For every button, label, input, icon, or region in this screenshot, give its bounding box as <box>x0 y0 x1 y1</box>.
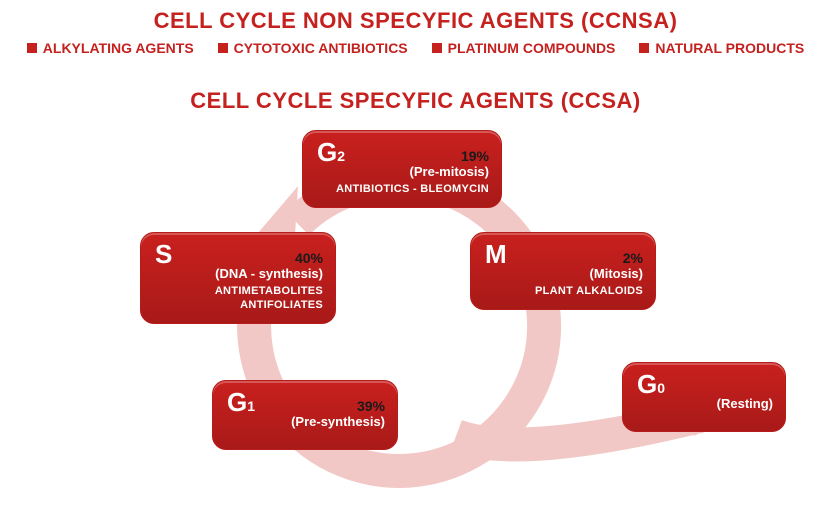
phase-percent: 2% <box>623 250 643 266</box>
phase-g0: G0 (Resting) <box>622 362 786 432</box>
square-icon <box>639 43 649 53</box>
legend-item: PLATINUM COMPOUNDS <box>432 40 616 56</box>
phase-desc: (Pre-synthesis) <box>227 414 385 429</box>
ccnsa-legend: ALKYLATING AGENTS CYTOTOXIC ANTIBIOTICS … <box>0 40 831 56</box>
phase-m: M 2% (Mitosis) PLANT ALKALOIDS <box>470 232 656 310</box>
phase-percent: 19% <box>461 148 489 164</box>
phase-agents: ANTIMETABOLITESANTIFOLIATES <box>155 285 323 313</box>
legend-label: PLATINUM COMPOUNDS <box>448 40 616 56</box>
phase-label: G0 <box>637 371 665 398</box>
legend-label: ALKYLATING AGENTS <box>43 40 194 56</box>
ccsa-title: CELL CYCLE SPECYFIC AGENTS (CCSA) <box>0 88 831 114</box>
phase-label: G2 <box>317 139 345 166</box>
phase-desc: (Resting) <box>637 396 773 411</box>
legend-label: CYTOTOXIC ANTIBIOTICS <box>234 40 408 56</box>
square-icon <box>218 43 228 53</box>
cell-cycle-diagram: G2 19% (Pre-mitosis) ANTIBIOTICS - BLEOM… <box>0 120 831 514</box>
legend-item: CYTOTOXIC ANTIBIOTICS <box>218 40 408 56</box>
phase-label: M <box>485 241 507 268</box>
phase-g1: G1 39% (Pre-synthesis) <box>212 380 398 450</box>
phase-label: S <box>155 241 172 268</box>
square-icon <box>432 43 442 53</box>
phase-desc: (Pre-mitosis) <box>317 164 489 179</box>
phase-label: G1 <box>227 389 255 416</box>
phase-g2: G2 19% (Pre-mitosis) ANTIBIOTICS - BLEOM… <box>302 130 502 208</box>
phase-percent: 39% <box>357 398 385 414</box>
legend-item: ALKYLATING AGENTS <box>27 40 194 56</box>
phase-s: S 40% (DNA - synthesis) ANTIMETABOLITESA… <box>140 232 336 324</box>
phase-desc: (DNA - synthesis) <box>155 266 323 281</box>
phase-agents: ANTIBIOTICS - BLEOMYCIN <box>317 183 489 197</box>
phase-desc: (Mitosis) <box>485 266 643 281</box>
ccnsa-title: CELL CYCLE NON SPECYFIC AGENTS (CCNSA) <box>0 0 831 34</box>
phase-agents: PLANT ALKALOIDS <box>485 285 643 299</box>
square-icon <box>27 43 37 53</box>
legend-item: NATURAL PRODUCTS <box>639 40 804 56</box>
legend-label: NATURAL PRODUCTS <box>655 40 804 56</box>
phase-percent: 40% <box>295 250 323 266</box>
